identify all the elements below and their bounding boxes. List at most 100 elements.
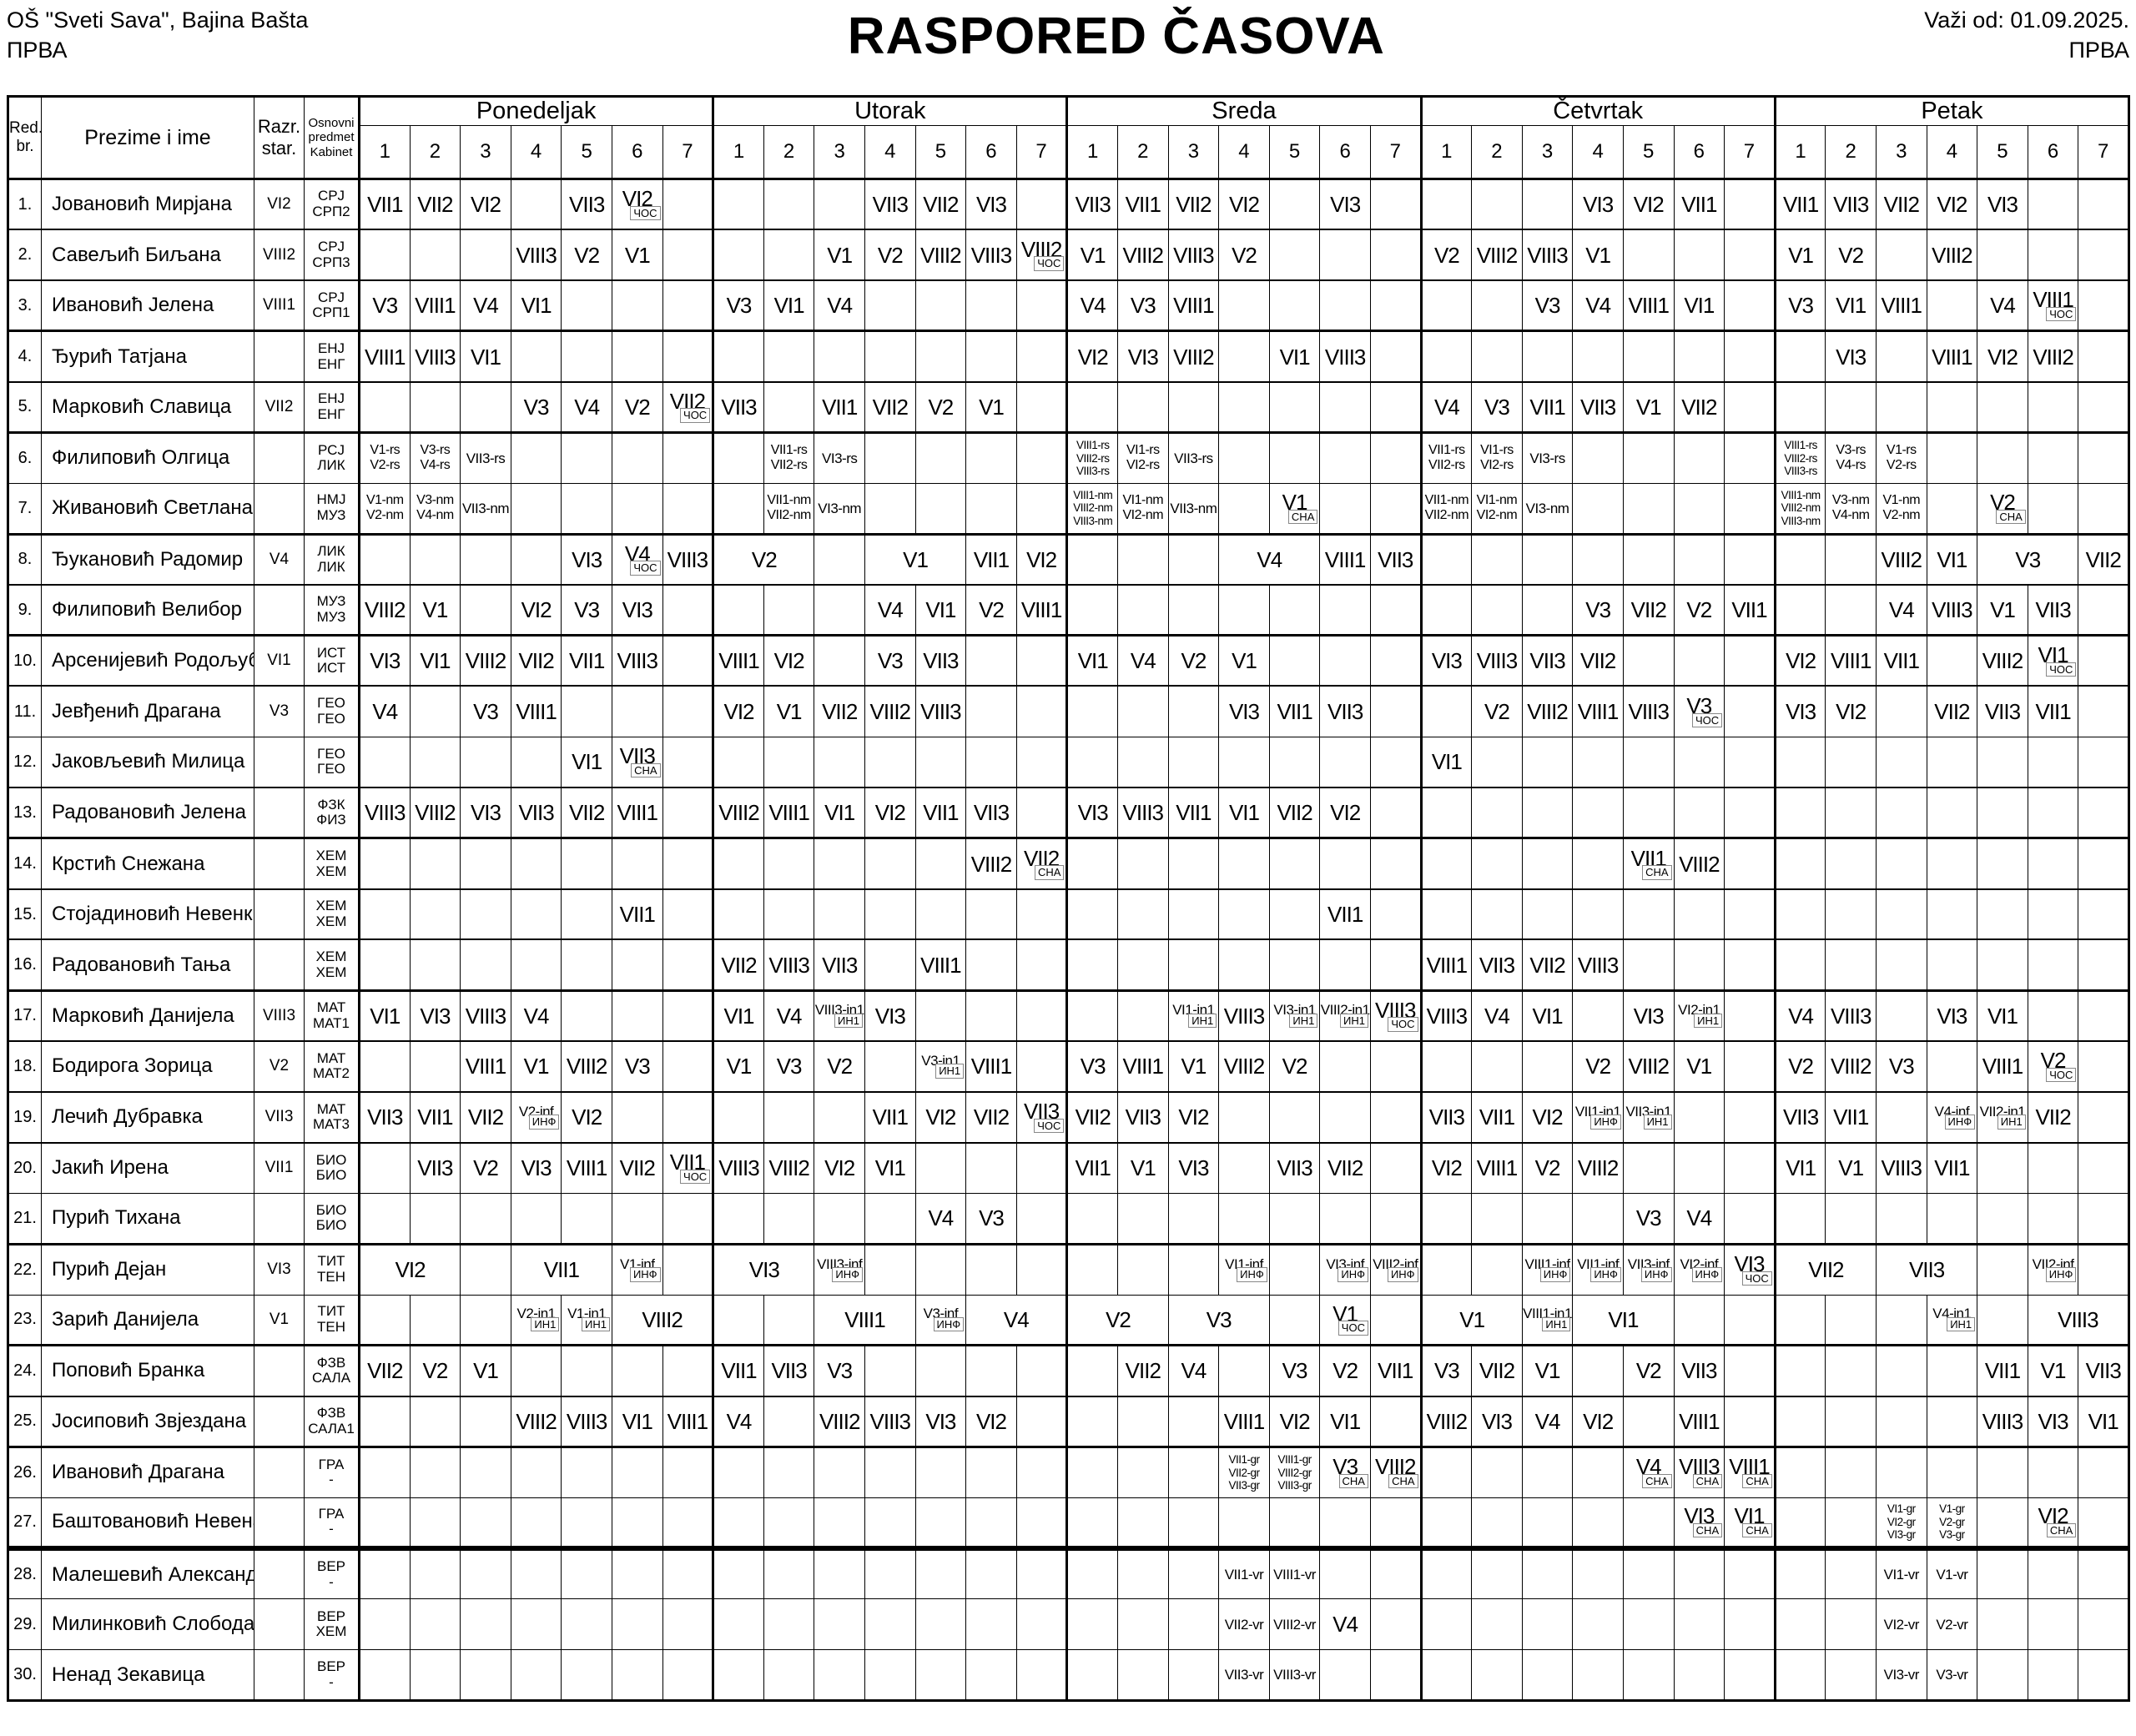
schedule-cell	[662, 431, 714, 484]
schedule-cell	[1773, 1547, 1826, 1600]
schedule-cell: VII2	[1773, 1243, 1877, 1296]
schedule-cell	[1268, 938, 1321, 992]
schedule-cell	[965, 1345, 1017, 1397]
schedule-cell: V1	[1117, 1142, 1169, 1194]
schedule-cell	[409, 381, 461, 434]
schedule-cell	[1622, 938, 1675, 992]
schedule-cell: VII3	[965, 787, 1017, 840]
schedule-cell: VII3	[1875, 1243, 1978, 1296]
schedule-cell	[662, 1243, 714, 1296]
schedule-cell	[460, 888, 511, 941]
schedule-cell: VIII1-rs VIII2-rs VIII3-rs	[1773, 431, 1826, 484]
schedule-cell: V2	[914, 381, 967, 434]
schedule-cell: VI2	[1521, 1091, 1574, 1144]
schedule-cell: VIII1	[1167, 279, 1220, 333]
schedule-cell: VI3-nm	[814, 482, 865, 536]
schedule-cell	[1369, 1649, 1422, 1702]
schedule-cell: VIII1	[611, 787, 663, 840]
period-header: 6	[1319, 125, 1371, 180]
schedule-cell	[914, 1497, 967, 1552]
schedule-cell: V1	[814, 229, 865, 282]
schedule-cell: VII3 ЧОС	[1015, 1091, 1068, 1144]
schedule-cell	[1875, 1345, 1927, 1397]
schedule-cell	[1875, 1446, 1927, 1498]
kabinet-box: ЧОС	[2046, 1067, 2077, 1083]
kabinet-box: ИНФ	[528, 1115, 560, 1130]
schedule-cell	[1319, 1547, 1371, 1600]
schedule-cell	[1673, 1547, 1725, 1600]
schedule-cell: V4	[712, 1396, 764, 1448]
schedule-cell	[1319, 381, 1371, 434]
kabinet-box: ЧОС	[2046, 306, 2077, 322]
schedule-cell	[1521, 787, 1574, 840]
schedule-cell: V2	[712, 533, 815, 586]
schedule-cell	[814, 179, 865, 231]
schedule-cell	[1167, 838, 1220, 890]
schedule-cell	[2078, 1040, 2130, 1093]
teacher-row: 28.Малешевић Александра ВЕР- VII1-vrVIII1-…	[8, 1547, 2130, 1600]
schedule-cell: VII2	[1926, 685, 1978, 737]
shift-label-right: ПРВА	[2068, 38, 2129, 63]
schedule-cell: VI2	[1926, 179, 1978, 231]
schedule-cell	[1015, 1040, 1068, 1093]
period-header: 1	[712, 125, 764, 180]
schedule-cell	[611, 1598, 663, 1651]
schedule-cell	[1167, 1598, 1220, 1651]
schedule-cell	[1015, 685, 1068, 737]
schedule-cell	[864, 838, 916, 890]
teacher-name: Поповић Бранка	[41, 1345, 254, 1397]
period-header: 6	[965, 125, 1017, 180]
schedule-cell	[1875, 330, 1927, 383]
schedule-cell	[662, 989, 714, 1043]
schedule-cell	[1724, 938, 1776, 992]
schedule-cell: VII1	[1268, 685, 1321, 737]
schedule-cell	[1875, 685, 1927, 737]
schedule-cell	[561, 838, 612, 890]
schedule-cell: V3	[1977, 533, 2079, 586]
schedule-cell: VII1	[1926, 1142, 1978, 1194]
schedule-cell	[2027, 381, 2079, 434]
teacher-row: 23. Зарић Данијела V1 ТИТ ТЕН V2-in1 ИН1 V1-in1…	[8, 1294, 2130, 1347]
schedule-cell: V4	[1521, 1396, 1574, 1448]
schedule-cell	[1977, 938, 2028, 992]
schedule-cell	[1773, 1649, 1826, 1702]
schedule-cell	[1977, 1243, 2028, 1296]
teacher-row: 12. Јаковљевић Милица ГЕО ГЕО VI1 VII3 СНА VI1	[8, 736, 2130, 789]
schedule-cell	[1875, 1396, 1927, 1448]
schedule-cell	[2078, 482, 2130, 536]
schedule-cell	[2027, 1142, 2079, 1194]
schedule-cell	[914, 431, 967, 484]
kabinet-box: ЧОС	[630, 561, 661, 576]
schedule-cell: VIII3	[561, 1396, 612, 1448]
schedule-cell: VI3	[712, 1243, 815, 1296]
schedule-cell: V3	[712, 279, 764, 333]
schedule-cell: VII2	[712, 938, 764, 992]
schedule-cell: VI3	[1471, 1396, 1523, 1448]
schedule-cell: VII1	[914, 787, 967, 840]
teacher-name: Јовановић Мирјана	[41, 179, 254, 231]
schedule-cell	[1773, 533, 1826, 586]
schedule-cell	[662, 1547, 714, 1600]
schedule-cell	[611, 1649, 663, 1702]
teacher-name: Ивановић Јелена	[41, 279, 254, 333]
kabinet-box: СНА	[2046, 1522, 2077, 1538]
schedule-cell: V1	[1167, 1040, 1220, 1093]
schedule-cell	[1724, 635, 1776, 687]
schedule-cell	[561, 431, 612, 484]
schedule-cell	[1572, 838, 1624, 890]
schedule-cell	[611, 279, 663, 333]
schedule-cell: VII3	[763, 1345, 815, 1397]
schedule-cell	[1369, 938, 1422, 992]
schedule-cell: VI3 ЧОС	[1724, 1243, 1776, 1296]
schedule-cell	[460, 533, 511, 586]
schedule-cell: V3	[561, 584, 612, 637]
schedule-cell	[1015, 1547, 1068, 1600]
schedule-cell: VIII2	[1419, 1396, 1473, 1448]
schedule-cell	[1369, 787, 1422, 840]
period-header: 3	[1521, 125, 1574, 180]
schedule-cell	[1419, 1497, 1473, 1552]
schedule-cell	[1773, 1345, 1826, 1397]
shift-label-left: ПРВА	[7, 38, 68, 63]
schedule-cell: V3	[1773, 279, 1826, 333]
schedule-cell: VI3	[1977, 179, 2028, 231]
